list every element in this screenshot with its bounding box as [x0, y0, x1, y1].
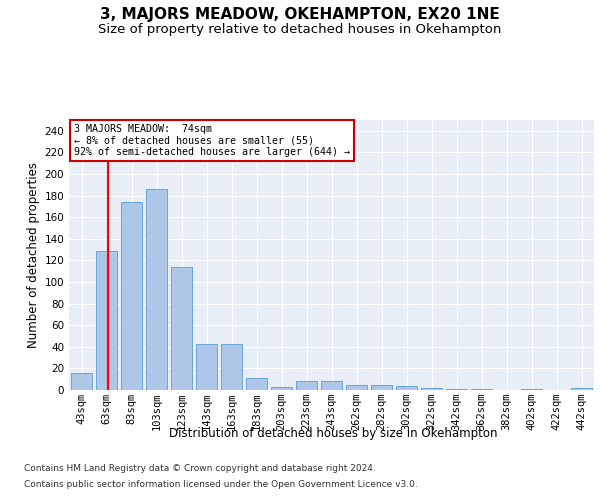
Bar [171, 267, 192, 390]
Text: Distribution of detached houses by size in Okehampton: Distribution of detached houses by size … [169, 428, 497, 440]
Bar [296, 382, 317, 390]
Bar [396, 386, 417, 390]
Text: 3, MAJORS MEADOW, OKEHAMPTON, EX20 1NE: 3, MAJORS MEADOW, OKEHAMPTON, EX20 1NE [100, 8, 500, 22]
Text: Contains HM Land Registry data © Crown copyright and database right 2024.: Contains HM Land Registry data © Crown c… [24, 464, 376, 473]
Text: Size of property relative to detached houses in Okehampton: Size of property relative to detached ho… [98, 22, 502, 36]
Bar [371, 384, 392, 390]
Bar [321, 382, 342, 390]
Bar [571, 388, 592, 390]
Y-axis label: Number of detached properties: Number of detached properties [27, 162, 40, 348]
Bar [271, 387, 292, 390]
Text: 3 MAJORS MEADOW:  74sqm
← 8% of detached houses are smaller (55)
92% of semi-det: 3 MAJORS MEADOW: 74sqm ← 8% of detached … [74, 124, 350, 157]
Bar [421, 388, 442, 390]
Text: Contains public sector information licensed under the Open Government Licence v3: Contains public sector information licen… [24, 480, 418, 489]
Bar [446, 389, 467, 390]
Bar [221, 344, 242, 390]
Bar [121, 202, 142, 390]
Bar [471, 389, 492, 390]
Bar [146, 189, 167, 390]
Bar [246, 378, 267, 390]
Bar [196, 344, 217, 390]
Bar [346, 384, 367, 390]
Bar [96, 250, 117, 390]
Bar [521, 389, 542, 390]
Bar [71, 372, 92, 390]
